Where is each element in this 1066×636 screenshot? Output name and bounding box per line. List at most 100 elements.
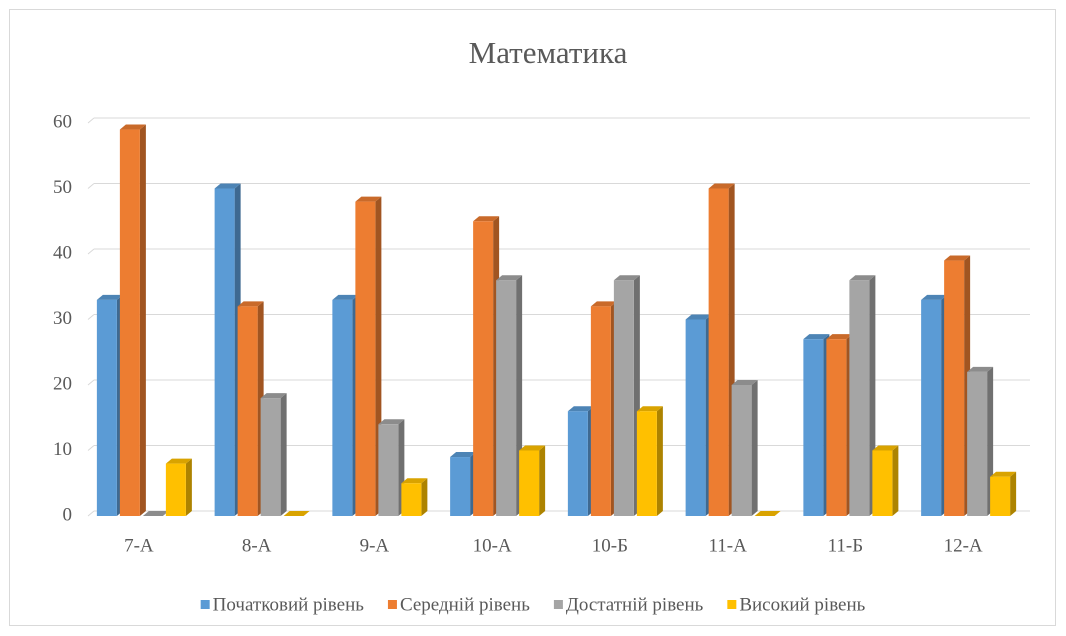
grid-line xyxy=(87,510,95,517)
bar-3d xyxy=(473,216,500,516)
bar-3d xyxy=(567,406,594,516)
bar xyxy=(708,188,729,516)
bar-top xyxy=(165,458,192,464)
legend-label: Початковий рівень xyxy=(213,594,365,615)
y-tick-label: 60 xyxy=(53,111,72,132)
bar-3d xyxy=(332,294,359,516)
grid-line xyxy=(87,379,95,386)
bar xyxy=(260,398,281,516)
bar-top xyxy=(473,216,500,222)
bar xyxy=(967,371,988,516)
bar xyxy=(401,483,422,516)
bar xyxy=(636,411,657,516)
y-tick-label: 40 xyxy=(53,242,72,263)
bar-3d xyxy=(590,301,617,516)
bar-top xyxy=(731,380,758,385)
bar xyxy=(613,280,634,516)
bar-3d xyxy=(849,275,876,516)
bar-3d xyxy=(142,511,169,516)
x-tick-label: 11-А xyxy=(708,535,747,556)
bar xyxy=(944,260,965,516)
bar-top xyxy=(355,196,382,202)
bar-top xyxy=(803,334,830,340)
bar xyxy=(332,299,353,516)
bar xyxy=(803,339,824,516)
bar-3d xyxy=(283,511,310,516)
bar-top xyxy=(332,294,359,300)
bar-top xyxy=(590,301,617,307)
bar-top xyxy=(990,471,1017,477)
bar-top xyxy=(142,511,169,516)
bar-top xyxy=(450,452,477,458)
y-tick-label: 50 xyxy=(53,177,72,198)
bar-3d xyxy=(754,511,781,516)
bar-3d xyxy=(119,124,146,517)
bar-3d xyxy=(613,275,640,516)
bar-top xyxy=(872,445,899,451)
x-tick-label: 9-А xyxy=(360,535,390,556)
bar-top xyxy=(378,419,405,425)
bar-top xyxy=(96,294,123,300)
bar-top xyxy=(849,275,876,281)
bar-top xyxy=(519,445,546,451)
bar xyxy=(119,129,140,517)
bar-top xyxy=(636,406,663,412)
bar-side xyxy=(280,393,287,516)
bar-top xyxy=(826,334,853,340)
bar-3d xyxy=(165,458,192,516)
y-tick-label: 20 xyxy=(53,373,72,394)
bar-3d xyxy=(355,196,382,516)
bar-3d xyxy=(872,445,899,516)
bar xyxy=(921,299,942,516)
legend-label: Середній рівень xyxy=(400,594,530,615)
chart-title: Математика xyxy=(469,35,628,70)
legend-swatch xyxy=(553,600,563,609)
bar-top xyxy=(685,314,712,320)
bar-3d xyxy=(921,294,948,516)
bar-top xyxy=(260,393,287,399)
x-tick-label: 11-Б xyxy=(828,535,864,556)
bar-top xyxy=(967,366,994,372)
bar-3d xyxy=(496,275,523,516)
bar-top xyxy=(567,406,594,412)
bar-side xyxy=(1010,471,1017,516)
bar-3d xyxy=(685,314,712,516)
bar-top xyxy=(708,183,735,189)
legend-swatch xyxy=(387,600,397,609)
grid-line xyxy=(87,314,95,320)
bar-top xyxy=(283,511,310,516)
grid-line xyxy=(87,183,95,189)
bar xyxy=(731,385,752,516)
bar xyxy=(96,299,117,516)
bar-side xyxy=(751,380,758,516)
x-tick-label: 10-Б xyxy=(592,535,628,556)
x-tick-label: 10-А xyxy=(473,535,512,556)
x-tick-label: 8-А xyxy=(242,535,272,556)
y-tick-label: 0 xyxy=(63,504,73,525)
bar-side xyxy=(185,458,192,516)
legend-label: Високий рівень xyxy=(739,594,865,615)
bar-3d xyxy=(708,183,735,516)
bar-3d xyxy=(214,183,241,516)
bar-3d xyxy=(378,419,405,516)
bar-top xyxy=(401,478,428,484)
bar-3d xyxy=(967,366,994,516)
grid-line xyxy=(87,445,95,451)
bar-top xyxy=(921,294,948,300)
bar xyxy=(590,306,611,516)
y-tick-label: 30 xyxy=(53,308,72,329)
bar-3d xyxy=(96,294,123,516)
bar xyxy=(685,319,706,516)
bar-side xyxy=(421,478,428,516)
bar-side xyxy=(139,124,146,517)
x-tick-label: 12-А xyxy=(944,535,983,556)
bar-side xyxy=(539,445,546,516)
bar xyxy=(355,201,376,516)
legend-swatch xyxy=(200,600,210,609)
legend-label: Достатній рівень xyxy=(566,594,704,615)
grid-line xyxy=(87,248,95,255)
bar-top xyxy=(237,301,264,307)
bar-3d xyxy=(401,478,428,516)
bar xyxy=(496,280,517,516)
bar-top xyxy=(496,275,523,281)
